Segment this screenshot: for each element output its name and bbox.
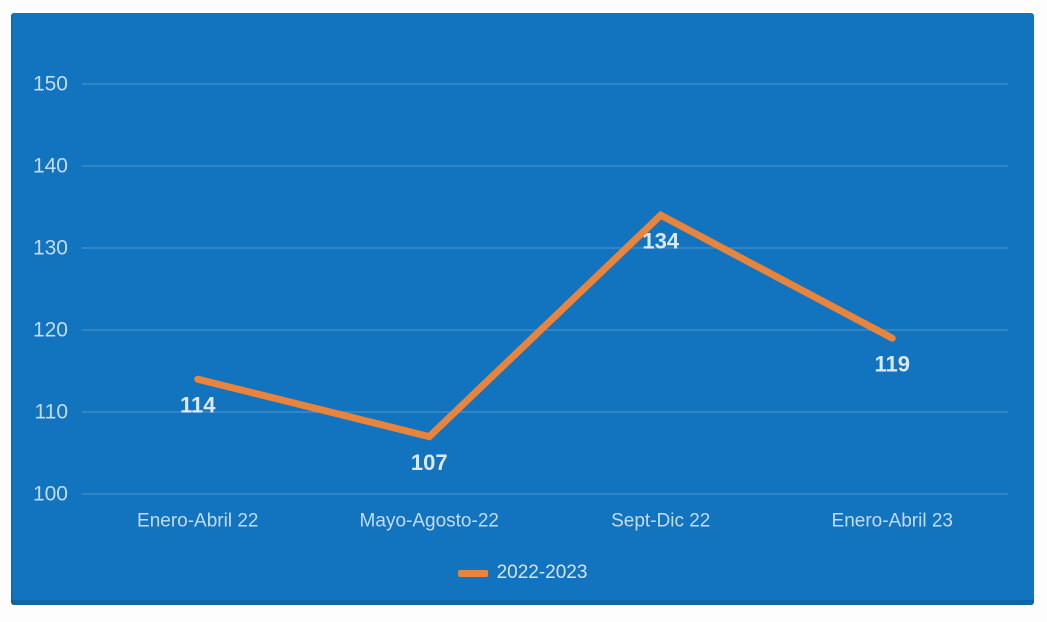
y-axis-tick-label: 120	[33, 319, 68, 342]
x-axis-category-label: Enero-Abril 22	[137, 511, 258, 532]
x-axis-category-label: Mayo-Agosto-22	[360, 511, 499, 532]
legend: 2022-2023	[457, 558, 588, 588]
chart-panel: 100 110 120 130 140 150 Enero-Abril 22 Mayo-Ago…	[11, 13, 1034, 605]
y-axis-tick-label: 140	[33, 155, 68, 178]
data-point-label: 114	[180, 393, 216, 418]
y-axis-tick-label: 130	[33, 237, 68, 260]
y-axis-tick-label: 150	[33, 73, 68, 96]
x-axis-category-label: Sept-Dic 22	[611, 511, 710, 532]
line-chart: 100 110 120 130 140 150 Enero-Abril 22 Mayo-Ago…	[33, 73, 1008, 532]
legend-line-swatch	[457, 569, 488, 577]
x-axis-category-label: Enero-Abril 23	[832, 511, 953, 532]
y-axis-tick-label: 100	[33, 483, 68, 506]
legend-label: 2022-2023	[496, 562, 588, 583]
series-line	[194, 210, 896, 441]
data-point-label: 134	[642, 229, 679, 254]
y-axis-tick-label: 110	[35, 401, 68, 424]
data-point-label: 119	[875, 352, 911, 377]
data-point-label: 107	[411, 450, 448, 475]
